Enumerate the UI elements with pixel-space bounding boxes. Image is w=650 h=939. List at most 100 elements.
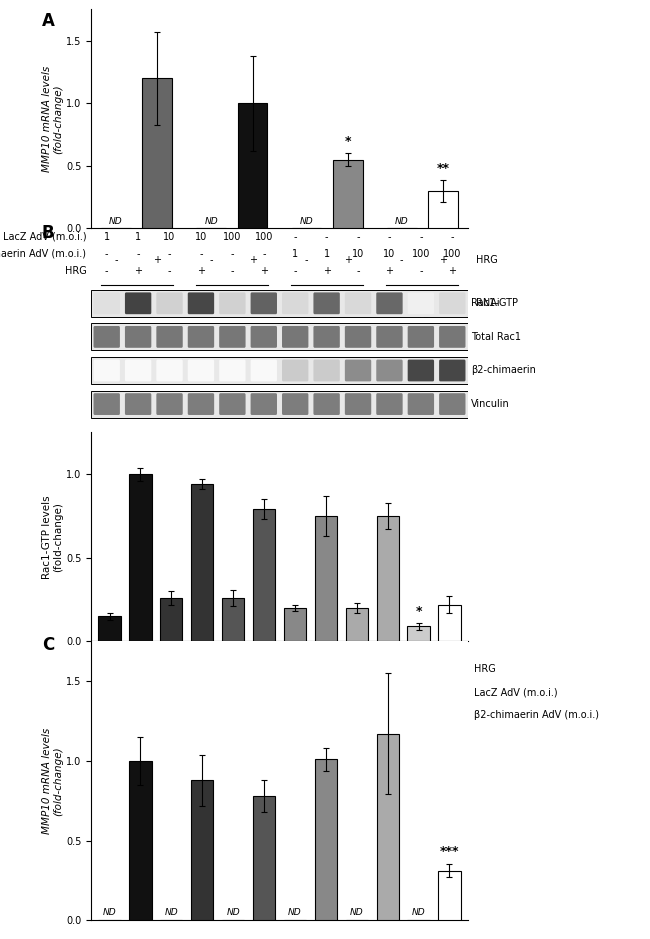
FancyBboxPatch shape	[345, 360, 371, 381]
Text: -: -	[108, 711, 111, 720]
Text: 100: 100	[255, 232, 273, 241]
FancyBboxPatch shape	[376, 292, 402, 315]
Text: +: +	[445, 665, 454, 674]
FancyBboxPatch shape	[219, 292, 246, 315]
Text: -: -	[324, 687, 328, 698]
FancyBboxPatch shape	[439, 292, 465, 315]
Text: -: -	[231, 267, 234, 276]
Bar	[315, 760, 337, 920]
Text: -: -	[231, 711, 235, 720]
Text: +: +	[448, 267, 456, 276]
Text: 10: 10	[382, 711, 394, 720]
Text: -: -	[209, 254, 213, 265]
Text: -: -	[419, 232, 422, 241]
Text: -: -	[200, 711, 204, 720]
Y-axis label: Rac1-GTP levels
(fold-change): Rac1-GTP levels (fold-change)	[42, 495, 63, 578]
Text: 100: 100	[223, 232, 242, 241]
Text: -: -	[262, 249, 266, 259]
FancyBboxPatch shape	[94, 393, 120, 415]
Text: ND: ND	[109, 217, 123, 226]
Bar	[315, 516, 337, 641]
Bar	[129, 474, 151, 641]
Bar	[428, 191, 458, 228]
Text: 1: 1	[324, 249, 330, 259]
Text: ***: ***	[439, 845, 459, 858]
FancyBboxPatch shape	[408, 292, 434, 315]
Text: -: -	[231, 249, 234, 259]
FancyBboxPatch shape	[251, 292, 277, 315]
Text: -: -	[400, 254, 404, 265]
Text: C: C	[42, 636, 54, 654]
Text: 10: 10	[163, 232, 176, 241]
Text: +: +	[134, 267, 142, 276]
Text: -: -	[263, 711, 266, 720]
FancyBboxPatch shape	[157, 393, 183, 415]
Text: 100: 100	[224, 687, 242, 698]
Text: +: +	[248, 254, 257, 265]
Bar	[91, 357, 468, 384]
Text: -: -	[114, 254, 118, 265]
FancyBboxPatch shape	[376, 393, 402, 415]
FancyBboxPatch shape	[313, 292, 340, 315]
Text: 10: 10	[352, 249, 364, 259]
FancyBboxPatch shape	[125, 360, 151, 381]
FancyBboxPatch shape	[188, 292, 214, 315]
Text: -: -	[356, 232, 360, 241]
Text: β2-chimaerin AdV (m.o.i.): β2-chimaerin AdV (m.o.i.)	[0, 249, 86, 259]
Bar	[91, 391, 468, 418]
Y-axis label: MMP10 mRNA levels
(fold-change): MMP10 mRNA levels (fold-change)	[42, 728, 63, 834]
Text: -: -	[105, 267, 109, 276]
Text: -: -	[419, 267, 422, 276]
Text: ND: ND	[395, 217, 409, 226]
Text: -: -	[356, 267, 360, 276]
FancyBboxPatch shape	[408, 360, 434, 381]
Text: *: *	[344, 135, 351, 148]
Text: HRG: HRG	[474, 665, 496, 674]
FancyBboxPatch shape	[94, 326, 120, 347]
Text: +: +	[198, 665, 206, 674]
Text: *: *	[415, 605, 422, 618]
Text: HRG: HRG	[476, 254, 498, 265]
Bar	[333, 160, 363, 228]
Text: Vinculin: Vinculin	[471, 399, 510, 409]
FancyBboxPatch shape	[282, 393, 308, 415]
FancyBboxPatch shape	[188, 393, 214, 415]
Bar	[160, 598, 183, 641]
Text: B: B	[42, 224, 55, 242]
Text: +: +	[322, 665, 330, 674]
Text: -: -	[170, 711, 173, 720]
Text: ND: ND	[288, 908, 302, 917]
Text: -: -	[168, 249, 172, 259]
Text: -: -	[355, 665, 359, 674]
FancyBboxPatch shape	[345, 393, 371, 415]
Text: 10: 10	[384, 249, 396, 259]
FancyBboxPatch shape	[408, 326, 434, 347]
Text: +: +	[439, 254, 447, 265]
Text: -: -	[417, 687, 421, 698]
Text: 1: 1	[137, 687, 144, 698]
FancyBboxPatch shape	[439, 360, 465, 381]
Text: +: +	[260, 267, 268, 276]
FancyBboxPatch shape	[439, 326, 465, 347]
FancyBboxPatch shape	[125, 393, 151, 415]
Text: 10: 10	[350, 711, 363, 720]
Text: β2-chimaerin AdV (m.o.i.): β2-chimaerin AdV (m.o.i.)	[474, 711, 599, 720]
FancyBboxPatch shape	[345, 292, 371, 315]
Bar	[191, 485, 213, 641]
FancyBboxPatch shape	[219, 393, 246, 415]
FancyBboxPatch shape	[219, 360, 246, 381]
FancyBboxPatch shape	[251, 360, 277, 381]
Text: -: -	[450, 232, 454, 241]
Y-axis label: MMP10 mRNA levels
(fold-change): MMP10 mRNA levels (fold-change)	[42, 66, 63, 172]
Text: ND: ND	[204, 217, 218, 226]
Text: NTC: NTC	[222, 299, 242, 309]
FancyBboxPatch shape	[408, 393, 434, 415]
FancyBboxPatch shape	[94, 360, 120, 381]
FancyBboxPatch shape	[345, 326, 371, 347]
Text: β2-chimaerin: β2-chimaerin	[471, 365, 536, 376]
FancyBboxPatch shape	[439, 393, 465, 415]
FancyBboxPatch shape	[157, 326, 183, 347]
Text: 10: 10	[165, 687, 177, 698]
Text: -: -	[417, 665, 421, 674]
FancyBboxPatch shape	[157, 360, 183, 381]
